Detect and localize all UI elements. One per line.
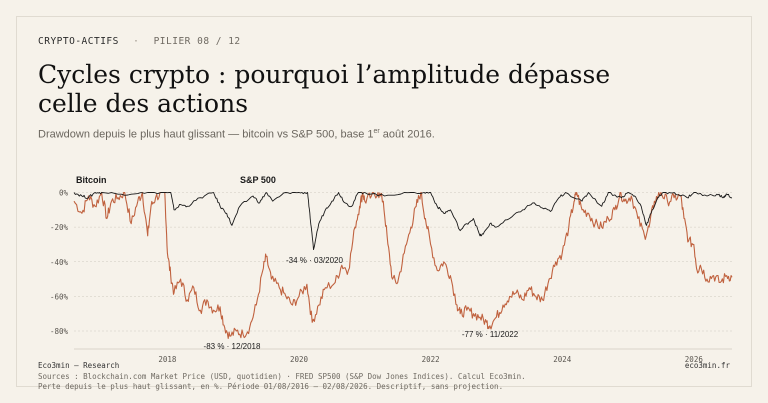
subtitle-end: août 2016. (379, 128, 435, 141)
kicker-category: CRYPTO-ACTIFS (38, 36, 119, 47)
bitcoin-series-line (73, 191, 733, 339)
kicker-pillar: PILIER 08 / 12 (153, 36, 241, 47)
title-line-1: Cycles crypto : pourquoi l’amplitude dép… (38, 60, 611, 89)
y-tick-label: -60% (50, 292, 69, 301)
y-tick-label: -40% (50, 258, 69, 267)
title-line-2: celle des actions (38, 89, 249, 118)
x-tick-label: 2020 (290, 355, 309, 364)
bitcoin-series-label: Bitcoin (76, 175, 107, 185)
sp500-series-label: S&P 500 (240, 175, 276, 185)
subtitle-text: Drawdown depuis le plus haut glissant — … (38, 128, 374, 141)
drawdown-annotation: -83 % · 12/2018 (204, 342, 261, 351)
chart-subtitle: Drawdown depuis le plus haut glissant — … (38, 128, 435, 141)
x-tick-label: 2022 (422, 355, 440, 364)
footer-site: eco3min.fr (684, 361, 730, 370)
y-tick-label: 0% (59, 189, 69, 198)
footer-note: Perte depuis le plus haut glissant, en %… (38, 382, 504, 391)
subtitle-sup: er (373, 128, 380, 135)
x-tick-label: 2024 (553, 355, 572, 364)
chart-frame (16, 16, 752, 387)
sp500-series-line (73, 192, 733, 251)
kicker-separator: · (133, 36, 140, 47)
footer: Eco3min — Research eco3min.fr Sources : … (38, 361, 730, 393)
y-tick-label: -20% (50, 223, 69, 232)
drawdown-annotation: -34 % · 03/2020 (286, 256, 343, 265)
page-title: Cycles crypto : pourquoi l’amplitude dép… (38, 60, 678, 118)
drawdown-annotation: -77 % · 11/2022 (462, 330, 519, 339)
y-tick-label: -80% (50, 327, 69, 336)
x-tick-label: 2018 (158, 355, 177, 364)
kicker: CRYPTO-ACTIFS · PILIER 08 / 12 (38, 36, 241, 47)
footer-sources: Sources : Blockchain.com Market Price (U… (38, 371, 526, 381)
footer-brand: Eco3min — Research (38, 361, 120, 370)
x-tick-label: 2026 (685, 355, 704, 364)
